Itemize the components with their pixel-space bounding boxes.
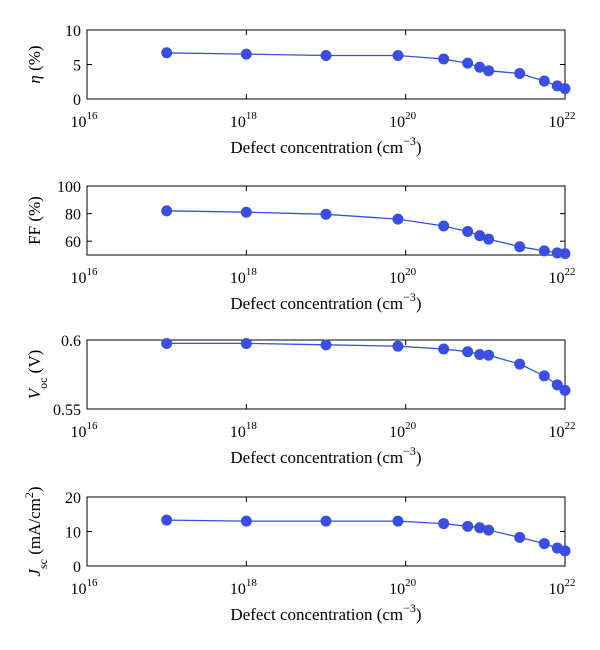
data-point <box>474 348 486 360</box>
x-tick-label: 1016 <box>71 266 99 287</box>
y-axis-label: FF (%) <box>25 196 44 245</box>
y-tick-label: 20 <box>65 490 81 507</box>
data-point <box>438 518 450 530</box>
chart-panel-1: 1016 1018 1020 1022 0 5 10 Defect concentration… <box>25 23 576 157</box>
data-point <box>483 524 495 536</box>
series-line <box>166 342 566 391</box>
data-point <box>483 233 495 245</box>
chart-panel-2: 1016 1018 1020 1022 60 80 100 Defect concentrat… <box>25 179 576 313</box>
data-point <box>514 358 526 370</box>
data-point <box>392 213 404 225</box>
x-tick-label: 1018 <box>230 420 257 441</box>
x-tick-label: 1016 <box>71 420 99 441</box>
data-point <box>514 241 526 253</box>
y-tick-label: 5 <box>73 58 81 75</box>
x-tick-label: 1016 <box>71 577 99 598</box>
data-point <box>462 520 474 532</box>
x-axis-label: Defect concentration (cm−3) <box>230 444 421 467</box>
plot-frame <box>86 185 566 256</box>
data-point <box>559 384 571 396</box>
series-line <box>166 210 566 255</box>
data-point <box>438 220 450 232</box>
y-tick-label: 10 <box>65 23 81 40</box>
x-tick-label: 1020 <box>389 110 417 131</box>
y-axis-label: η (%) <box>25 45 44 83</box>
data-point <box>161 514 173 526</box>
x-tick-label: 1018 <box>230 577 257 598</box>
data-point <box>392 50 404 62</box>
data-point <box>514 531 526 543</box>
x-tick-label: 1018 <box>230 110 257 131</box>
y-axis-label: Jsc (mA/cm2) <box>22 486 50 576</box>
data-point <box>559 248 571 260</box>
y-tick-label: 10 <box>65 525 81 542</box>
chart-panel-3: 1016 1018 1020 1022 0.55 0.6 Defect concentrat… <box>25 333 576 467</box>
data-point <box>392 515 404 527</box>
plot-frame <box>86 29 566 100</box>
x-tick-label: 1020 <box>389 420 417 441</box>
plot-frame <box>86 339 566 410</box>
data-point <box>161 205 173 217</box>
data-point <box>483 349 495 361</box>
x-tick-label: 1018 <box>230 266 257 287</box>
data-point <box>538 538 550 550</box>
y-tick-label: 0 <box>73 92 81 109</box>
data-point <box>392 340 404 352</box>
x-tick-label: 1022 <box>549 110 576 131</box>
x-tick-label: 1022 <box>549 266 576 287</box>
x-tick-label: 1020 <box>389 577 417 598</box>
data-point <box>462 226 474 238</box>
data-point <box>462 57 474 69</box>
y-tick-label: 0.55 <box>53 402 81 419</box>
x-axis-label: Defect concentration (cm−3) <box>230 134 421 157</box>
x-tick-label: 1022 <box>549 577 576 598</box>
y-tick-label: 0 <box>73 559 81 576</box>
y-axis-label: Voc (V) <box>25 350 50 400</box>
data-point <box>161 337 173 349</box>
data-point <box>240 48 252 60</box>
x-tick-label: 1022 <box>549 420 576 441</box>
x-axis-label: Defect concentration (cm−3) <box>230 290 421 313</box>
data-point <box>320 50 332 62</box>
series-line <box>166 52 566 90</box>
data-point <box>559 83 571 95</box>
data-point <box>514 67 526 79</box>
data-point <box>438 53 450 65</box>
series-line <box>166 519 566 552</box>
y-tick-label: 80 <box>65 207 81 224</box>
data-point <box>462 346 474 358</box>
data-point <box>538 370 550 382</box>
y-tick-label: 60 <box>65 234 81 251</box>
data-point <box>474 522 486 534</box>
data-point <box>320 515 332 527</box>
data-point <box>474 230 486 242</box>
data-point <box>320 208 332 220</box>
x-tick-label: 1020 <box>389 266 417 287</box>
data-point <box>538 245 550 257</box>
x-tick-label: 1016 <box>71 110 99 131</box>
data-point <box>483 65 495 77</box>
data-point <box>559 545 571 557</box>
data-point <box>240 206 252 218</box>
y-tick-label: 100 <box>57 179 81 196</box>
data-point <box>240 515 252 527</box>
y-tick-label: 0.6 <box>61 333 81 350</box>
data-point <box>551 379 563 391</box>
data-point <box>474 61 486 73</box>
data-point <box>240 337 252 349</box>
x-axis-label: Defect concentration (cm−3) <box>230 601 421 624</box>
data-point <box>438 343 450 355</box>
data-point <box>320 339 332 351</box>
data-point <box>538 75 550 87</box>
data-point <box>161 47 173 59</box>
